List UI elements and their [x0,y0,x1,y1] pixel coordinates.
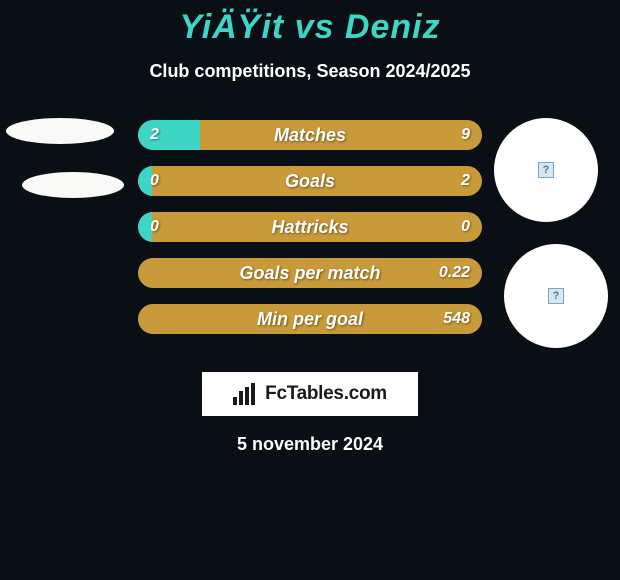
logo-suffix: .com [344,383,387,404]
stat-row: 0Hattricks0 [138,212,482,242]
stat-label: Min per goal [138,304,482,334]
stat-right-value: 9 [461,120,470,150]
bar-chart-icon [233,383,259,405]
stat-right-value: 0 [461,212,470,242]
stat-row: 0Goals2 [138,166,482,196]
missing-image-icon: ? [538,162,554,178]
player1-avatar-bottom [22,172,124,198]
stat-row: Goals per match0.22 [138,258,482,288]
player2-avatar-top: ? [494,118,598,222]
logo-prefix: Fc [265,383,287,404]
stat-label: Hattricks [138,212,482,242]
stat-row: Min per goal548 [138,304,482,334]
missing-image-icon: ? [548,288,564,304]
stat-row: 2Matches9 [138,120,482,150]
page-title: YiÄŸit vs Deniz [0,0,620,47]
stat-label: Goals per match [138,258,482,288]
stats-area: 2Matches90Goals20Hattricks0Goals per mat… [0,118,620,358]
comparison-bars: 2Matches90Goals20Hattricks0Goals per mat… [138,118,482,334]
player1-avatar-top [6,118,114,144]
page-subtitle: Club competitions, Season 2024/2025 [0,61,620,82]
stat-right-value: 2 [461,166,470,196]
stat-label: Matches [138,120,482,150]
logo-text: FcTables.com [265,383,387,405]
snapshot-date: 5 november 2024 [0,434,620,455]
stat-right-value: 548 [443,304,470,334]
stat-label: Goals [138,166,482,196]
stat-right-value: 0.22 [439,258,470,288]
player2-avatar-bottom: ? [504,244,608,348]
fctables-logo: FcTables.com [202,372,418,416]
right-player-avatars: ? ? [494,118,608,370]
logo-main: Tables [287,383,344,404]
left-player-avatars [4,118,124,198]
